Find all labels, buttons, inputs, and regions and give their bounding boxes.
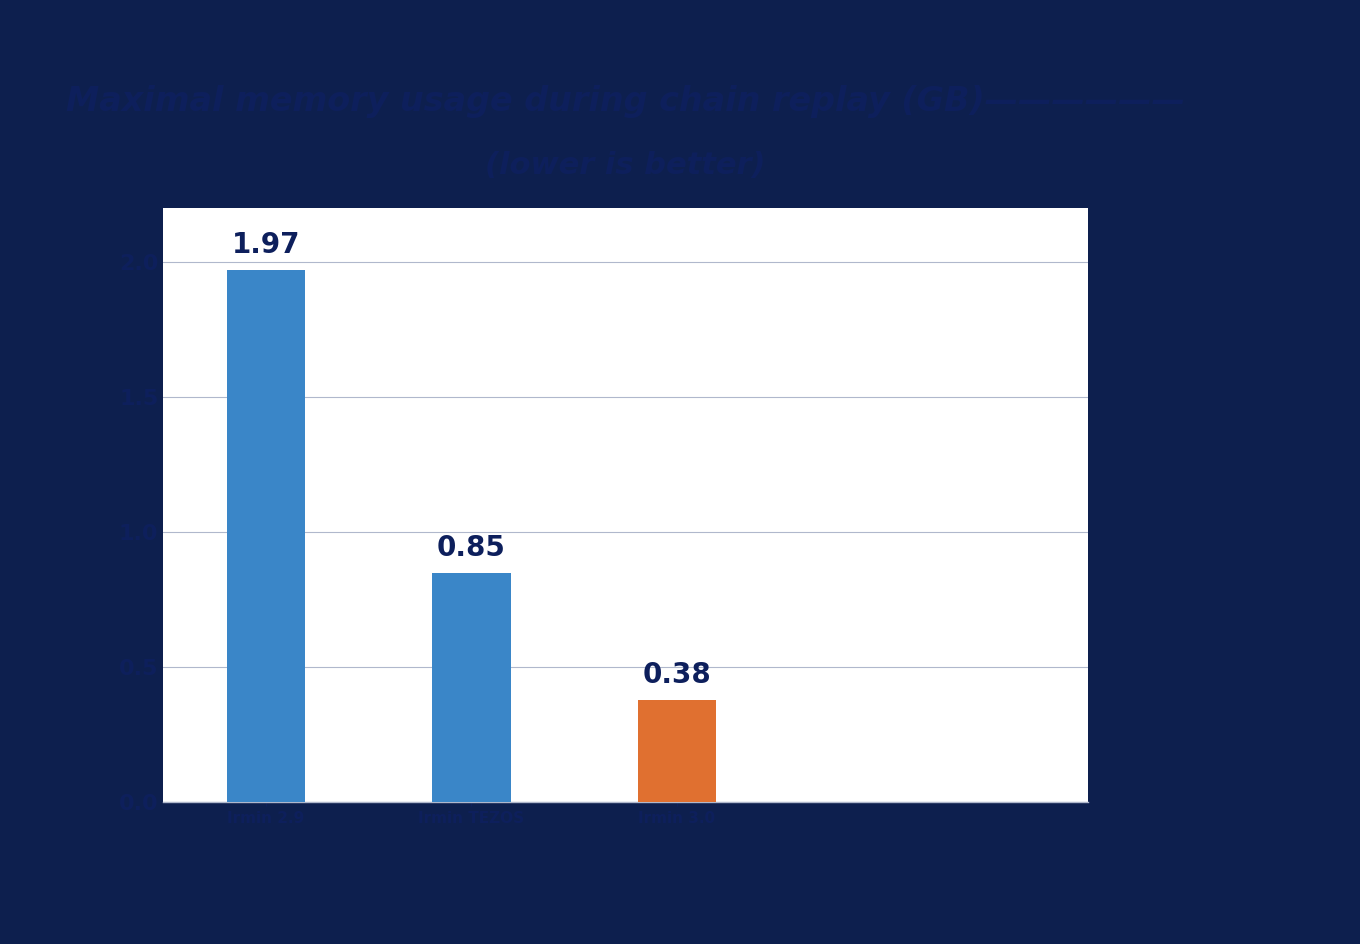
Text: 1.97: 1.97 <box>231 231 301 259</box>
Bar <box>638 700 715 802</box>
Text: 0.38: 0.38 <box>643 661 711 689</box>
Bar <box>227 270 305 802</box>
Text: 0.85: 0.85 <box>437 533 506 562</box>
Bar <box>432 573 510 802</box>
Text: (lower is better): (lower is better) <box>486 151 766 180</box>
Text: Maximal memory usage during chain replay (GB)——————: Maximal memory usage during chain replay… <box>67 85 1185 118</box>
